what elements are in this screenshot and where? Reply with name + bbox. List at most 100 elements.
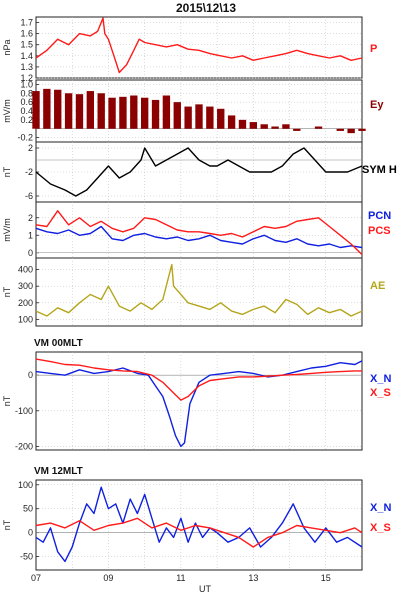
y-tick-label: -100 xyxy=(15,406,33,416)
x-tick-label: 11 xyxy=(176,573,185,583)
x-tick-label: 09 xyxy=(103,573,113,583)
y-tick-label: -50 xyxy=(20,552,33,562)
bar-ey xyxy=(249,122,258,129)
y-tick-label: -6 xyxy=(25,191,33,201)
panel-4: 400 300 200 100 nT xyxy=(2,257,363,327)
panel-6: 100 50 0 -50 nT VM 12MLT xyxy=(2,466,363,571)
y-tick-label: 1.3 xyxy=(20,62,33,72)
bar-ey xyxy=(32,91,40,129)
bar-ey xyxy=(43,88,51,129)
bar-ey xyxy=(173,102,181,129)
bar-ey xyxy=(54,89,62,129)
panel-frame xyxy=(35,16,363,79)
y-tick-label: 0 xyxy=(28,248,33,258)
label-xn-00: X_N xyxy=(370,373,391,385)
panel-1: 1.00.80.60.40.2 -0.2 mV/m xyxy=(2,79,366,143)
y-tick-label: -2 xyxy=(25,167,33,177)
y-tick-label: 1.5 xyxy=(20,40,33,50)
panels: 1.71.61.51.41.31.2 nPa 1.00.80.60.40.2 -0.2… xyxy=(2,16,366,571)
series-line-x_s xyxy=(35,517,363,548)
bar-ey xyxy=(282,124,290,129)
y-tick-label: 1.7 xyxy=(20,18,33,28)
panel-title: VM 00MLT xyxy=(34,338,83,349)
y-tick-label: 2 xyxy=(28,143,33,153)
bar-ey xyxy=(260,124,268,129)
panel-0: 1.71.61.51.41.31.2 nPa xyxy=(2,16,363,83)
y-tick-label: 100 xyxy=(18,480,33,490)
y-tick-label: 0.4 xyxy=(20,106,33,116)
x-axis-ticks: 07 09 11 13 15 xyxy=(31,573,331,583)
y-tick-label: 1 xyxy=(28,230,33,240)
y-tick-label: 100 xyxy=(18,314,33,324)
y-tick-label: -200 xyxy=(15,441,33,451)
panel-frame xyxy=(35,351,363,451)
bar-ey xyxy=(86,91,95,129)
y-tick-label: 1.4 xyxy=(20,51,33,61)
panel-frame xyxy=(35,257,363,327)
y-tick-label: 1.2 xyxy=(20,73,33,83)
label-ae: AE xyxy=(370,280,385,292)
label-symh: SYM H xyxy=(362,164,397,176)
bar-ey xyxy=(75,94,84,129)
bar-ey xyxy=(108,97,116,129)
y-axis-label: nT xyxy=(2,166,12,177)
bar-ey xyxy=(97,93,105,129)
y-axis-label: nT xyxy=(2,519,12,530)
y-axis-label: nT xyxy=(2,395,12,406)
panel-frame xyxy=(35,201,363,259)
figure-title: 2015\12\13 xyxy=(176,1,236,15)
label-xn-12: X_N xyxy=(370,502,391,514)
series-line-ae xyxy=(35,263,363,317)
bar-ey xyxy=(238,119,247,129)
x-tick-label: 15 xyxy=(321,573,331,583)
series-line-x_s xyxy=(35,358,362,401)
x-tick-label: 13 xyxy=(248,573,258,583)
bar-ey xyxy=(347,128,355,134)
y-tick-label: 200 xyxy=(18,298,33,308)
label-pcn: PCN xyxy=(368,210,391,222)
bar-ey xyxy=(162,95,171,129)
bar-ey xyxy=(227,115,236,129)
bar-ey xyxy=(293,128,301,131)
y-tick-label: 1.0 xyxy=(20,79,33,89)
bar-ey xyxy=(336,128,344,131)
y-tick-label: 50 xyxy=(23,504,33,514)
y-tick-label: 0 xyxy=(28,528,33,538)
x-tick-label: 07 xyxy=(31,573,41,583)
bar-ey xyxy=(64,93,73,129)
series-line-sym-h xyxy=(35,147,363,197)
y-axis-label: nPa xyxy=(2,39,12,55)
bar-ey xyxy=(119,96,127,129)
bar-ey xyxy=(358,128,366,131)
y-tick-label: 300 xyxy=(18,281,33,291)
bar-ey xyxy=(217,108,225,129)
bar-ey xyxy=(151,99,160,129)
panel-title: VM 12MLT xyxy=(34,466,83,477)
bar-ey xyxy=(130,95,138,129)
bar-ey xyxy=(314,126,323,129)
label-pcs: PCS xyxy=(368,225,391,237)
bar-ey xyxy=(184,106,192,129)
series-line-x_n xyxy=(35,486,363,563)
y-tick-label: 0 xyxy=(28,370,33,380)
y-axis-label: mV/m xyxy=(2,99,12,123)
bar-ey xyxy=(206,106,214,129)
series-line-x_n xyxy=(35,360,363,448)
y-axis-label: nT xyxy=(2,286,12,297)
y-axis-label: mV/m xyxy=(2,218,12,242)
y-tick-label: 0.6 xyxy=(20,97,33,107)
label-xs-00: X_S xyxy=(370,387,391,399)
series-line-p xyxy=(35,17,363,74)
y-tick-label: 400 xyxy=(18,265,33,275)
series-line-pcs xyxy=(35,210,363,256)
label-p: P xyxy=(370,43,377,55)
panel-5: 0 -100 -200 nT VM 00MLT xyxy=(2,338,363,451)
panel-2: 2 -2 -6 nT xyxy=(2,141,363,203)
bar-ey xyxy=(140,97,149,129)
y-tick-label: 1.6 xyxy=(20,29,33,39)
x-axis-label: UT xyxy=(199,584,211,594)
y-tick-label: 0.2 xyxy=(20,115,33,125)
label-ey: Ey xyxy=(370,99,384,111)
y-tick-label: 2 xyxy=(28,213,33,223)
